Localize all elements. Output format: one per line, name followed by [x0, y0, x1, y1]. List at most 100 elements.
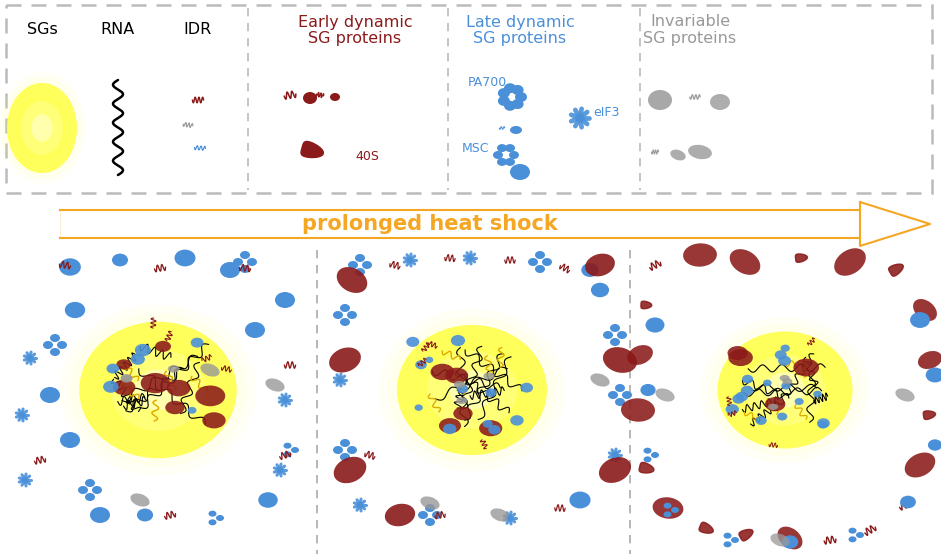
Ellipse shape [167, 365, 180, 372]
Ellipse shape [209, 519, 216, 525]
Ellipse shape [726, 404, 739, 414]
Ellipse shape [483, 420, 493, 428]
Ellipse shape [340, 439, 350, 447]
Ellipse shape [79, 322, 237, 458]
Ellipse shape [27, 355, 33, 361]
Ellipse shape [50, 334, 60, 342]
Ellipse shape [535, 265, 545, 273]
Ellipse shape [141, 373, 170, 393]
Ellipse shape [736, 392, 748, 401]
Ellipse shape [21, 101, 63, 155]
Polygon shape [641, 301, 652, 309]
Ellipse shape [497, 144, 507, 152]
Ellipse shape [512, 99, 523, 109]
Ellipse shape [450, 371, 495, 409]
Ellipse shape [613, 452, 617, 458]
Ellipse shape [710, 324, 861, 456]
Ellipse shape [421, 496, 439, 510]
Ellipse shape [427, 351, 517, 429]
Polygon shape [923, 411, 935, 419]
Ellipse shape [569, 491, 591, 509]
Ellipse shape [348, 261, 358, 269]
Ellipse shape [781, 345, 789, 352]
Ellipse shape [510, 126, 522, 134]
Ellipse shape [818, 420, 828, 428]
Ellipse shape [849, 527, 856, 534]
Ellipse shape [24, 105, 59, 151]
Ellipse shape [479, 420, 502, 436]
Ellipse shape [468, 255, 472, 261]
Ellipse shape [60, 432, 80, 448]
Text: 40S: 40S [355, 151, 379, 163]
Polygon shape [888, 264, 903, 276]
Ellipse shape [135, 370, 182, 411]
Ellipse shape [23, 477, 27, 483]
Ellipse shape [191, 337, 203, 347]
Ellipse shape [79, 322, 237, 458]
Ellipse shape [167, 380, 190, 396]
Ellipse shape [303, 92, 317, 104]
Text: Invariable: Invariable [650, 14, 730, 29]
Ellipse shape [928, 439, 941, 450]
Ellipse shape [240, 265, 250, 273]
Ellipse shape [742, 353, 827, 427]
Ellipse shape [603, 347, 637, 373]
Ellipse shape [641, 384, 656, 396]
Ellipse shape [340, 318, 350, 326]
Ellipse shape [585, 254, 614, 276]
Ellipse shape [112, 254, 128, 266]
Ellipse shape [397, 325, 547, 455]
Ellipse shape [135, 344, 151, 356]
Ellipse shape [731, 537, 739, 543]
Ellipse shape [610, 324, 620, 332]
Polygon shape [795, 254, 807, 263]
Ellipse shape [856, 532, 864, 538]
Ellipse shape [362, 261, 372, 269]
Ellipse shape [355, 254, 365, 262]
Ellipse shape [283, 443, 292, 449]
Ellipse shape [120, 374, 133, 382]
Ellipse shape [330, 93, 340, 101]
Ellipse shape [771, 534, 789, 547]
Text: IDR: IDR [183, 23, 212, 38]
Ellipse shape [599, 457, 631, 483]
Ellipse shape [918, 351, 941, 369]
Ellipse shape [407, 257, 413, 263]
Ellipse shape [196, 386, 225, 406]
FancyBboxPatch shape [6, 5, 932, 193]
Text: PA700: PA700 [468, 75, 507, 89]
Ellipse shape [622, 391, 632, 399]
Ellipse shape [0, 72, 86, 184]
Ellipse shape [454, 407, 472, 420]
Ellipse shape [43, 341, 53, 349]
Text: SG proteins: SG proteins [644, 30, 737, 45]
Ellipse shape [233, 258, 243, 266]
Ellipse shape [794, 398, 804, 405]
Ellipse shape [778, 356, 791, 366]
Ellipse shape [456, 384, 469, 393]
Ellipse shape [510, 415, 523, 425]
Ellipse shape [131, 353, 145, 365]
Ellipse shape [111, 349, 205, 431]
Ellipse shape [498, 88, 510, 98]
Ellipse shape [451, 335, 465, 346]
Ellipse shape [358, 502, 362, 508]
Ellipse shape [728, 349, 753, 366]
Ellipse shape [627, 345, 653, 365]
Ellipse shape [617, 331, 627, 339]
Ellipse shape [120, 375, 133, 383]
Ellipse shape [99, 339, 217, 441]
Ellipse shape [663, 502, 672, 509]
Ellipse shape [849, 536, 856, 542]
Ellipse shape [729, 249, 760, 275]
Ellipse shape [644, 456, 651, 463]
Ellipse shape [763, 379, 772, 386]
Ellipse shape [765, 372, 805, 408]
Ellipse shape [913, 299, 937, 321]
Ellipse shape [78, 486, 88, 494]
Ellipse shape [20, 100, 64, 156]
Ellipse shape [688, 145, 712, 159]
Ellipse shape [768, 404, 778, 410]
Ellipse shape [817, 418, 830, 428]
Ellipse shape [490, 509, 510, 522]
